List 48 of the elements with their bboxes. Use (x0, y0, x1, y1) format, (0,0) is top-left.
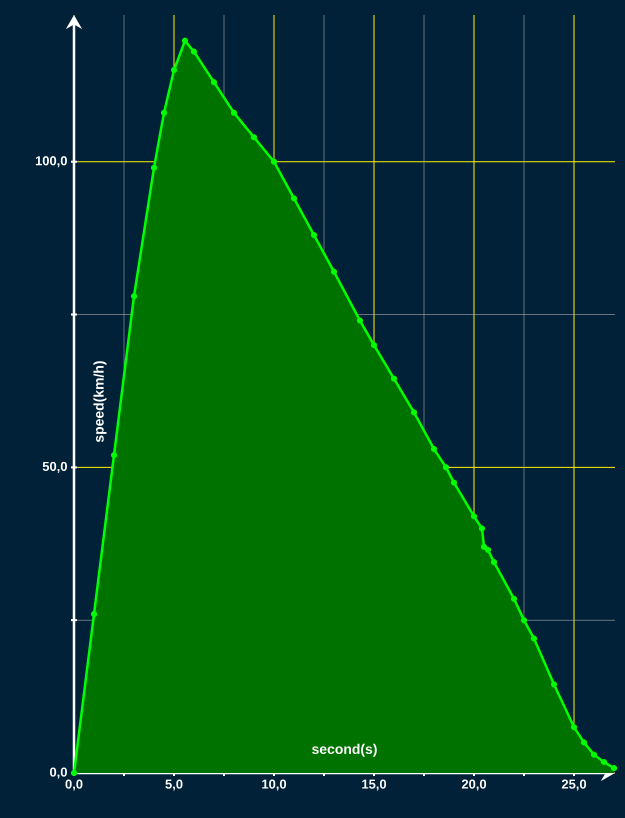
point (484, 546, 492, 553)
point (600, 758, 608, 766)
x-axis-title: second(s) (312, 744, 377, 757)
point (590, 752, 598, 758)
point (478, 525, 486, 532)
y-axis-title: speed(km/h) (93, 361, 106, 442)
point (410, 409, 418, 416)
x-tick-label: 20,0 (462, 780, 486, 791)
point (290, 195, 298, 202)
point (230, 110, 238, 116)
point (190, 48, 198, 55)
point (570, 724, 578, 730)
x-tick-label: 5,0 (165, 780, 182, 791)
point (160, 110, 168, 116)
point (170, 66, 178, 74)
point (70, 770, 78, 776)
point (110, 452, 118, 458)
y-tick-label: 50,0 (42, 462, 67, 473)
x-tick-label: 25,0 (562, 780, 586, 791)
point (370, 342, 378, 348)
point (130, 293, 138, 300)
x-tick-label: 0,0 (66, 780, 82, 791)
point (490, 559, 498, 566)
point (90, 611, 98, 618)
point (150, 164, 158, 171)
point (356, 318, 364, 324)
point (470, 513, 478, 520)
point (480, 544, 488, 550)
point (530, 635, 538, 642)
point (310, 232, 318, 238)
point (330, 268, 338, 275)
point (450, 480, 458, 486)
point (210, 79, 218, 86)
point (510, 596, 518, 602)
y-tick-label: 0,0 (50, 767, 67, 779)
y-tick-label: 100,0 (36, 156, 67, 168)
x-tick-label: 15,0 (362, 780, 386, 791)
point (430, 446, 438, 452)
point (270, 158, 278, 165)
point (442, 464, 450, 470)
point (390, 376, 398, 382)
x-tick-label: 10,0 (262, 780, 286, 791)
point (580, 739, 588, 746)
point (520, 617, 528, 624)
point (182, 38, 188, 44)
point (550, 681, 558, 688)
point (250, 134, 258, 140)
point (610, 765, 618, 772)
